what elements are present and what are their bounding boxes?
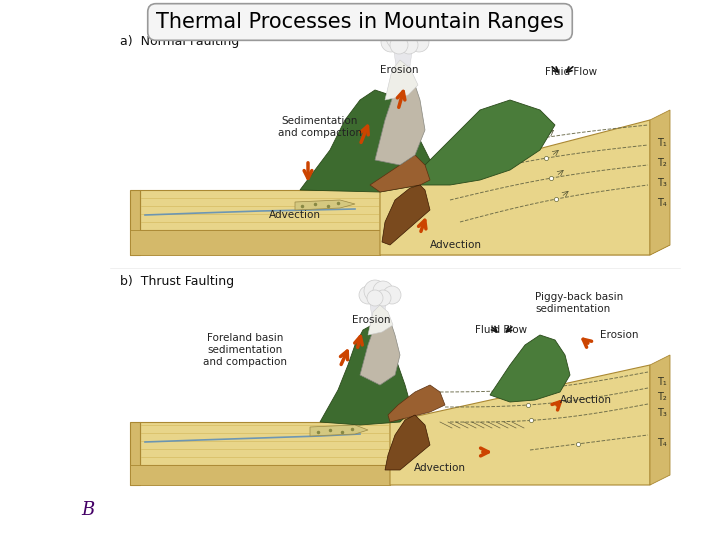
Text: Sedimentation
and compaction: Sedimentation and compaction xyxy=(278,116,362,138)
Circle shape xyxy=(359,286,377,304)
Text: T₄: T₄ xyxy=(657,199,667,208)
Text: T₃: T₃ xyxy=(657,178,667,187)
Polygon shape xyxy=(130,465,390,485)
Text: T₂: T₂ xyxy=(657,393,667,402)
Polygon shape xyxy=(385,60,418,100)
Circle shape xyxy=(381,32,401,52)
Text: T₃: T₃ xyxy=(657,408,667,418)
Circle shape xyxy=(375,290,391,306)
Polygon shape xyxy=(368,305,393,335)
Circle shape xyxy=(390,36,408,54)
Text: Piggy-back basin
sedimentation: Piggy-back basin sedimentation xyxy=(535,292,624,314)
Polygon shape xyxy=(130,422,140,485)
Text: Erosion: Erosion xyxy=(380,65,418,75)
Polygon shape xyxy=(130,230,380,255)
Text: a)  Normal Faulting: a) Normal Faulting xyxy=(120,35,239,48)
Polygon shape xyxy=(375,80,425,165)
Text: Advection: Advection xyxy=(414,463,466,473)
Circle shape xyxy=(397,25,421,49)
Polygon shape xyxy=(310,425,368,436)
Polygon shape xyxy=(140,190,380,230)
Text: Erosion: Erosion xyxy=(600,330,639,340)
Polygon shape xyxy=(382,185,430,245)
Polygon shape xyxy=(130,245,670,255)
Text: Advection: Advection xyxy=(269,210,321,220)
Text: T₁: T₁ xyxy=(657,377,667,387)
Polygon shape xyxy=(130,475,670,485)
Polygon shape xyxy=(360,315,400,385)
Circle shape xyxy=(409,32,429,52)
Polygon shape xyxy=(394,52,412,80)
Polygon shape xyxy=(140,422,390,465)
Circle shape xyxy=(373,281,393,301)
Polygon shape xyxy=(650,355,670,485)
Text: T₁: T₁ xyxy=(657,138,667,147)
Text: T₂: T₂ xyxy=(657,158,667,167)
Text: B: B xyxy=(81,501,94,519)
Polygon shape xyxy=(388,385,445,422)
Polygon shape xyxy=(370,155,430,192)
Polygon shape xyxy=(300,90,430,192)
Circle shape xyxy=(364,280,386,302)
Circle shape xyxy=(383,286,401,304)
Text: Fluid Flow: Fluid Flow xyxy=(545,67,597,77)
Polygon shape xyxy=(370,304,386,325)
Polygon shape xyxy=(380,120,650,255)
Circle shape xyxy=(400,36,418,54)
Text: Advection: Advection xyxy=(560,395,612,405)
Text: Foreland basin
sedimentation
and compaction: Foreland basin sedimentation and compact… xyxy=(203,333,287,367)
Text: Advection: Advection xyxy=(430,240,482,250)
Text: Erosion: Erosion xyxy=(352,315,390,325)
Circle shape xyxy=(386,24,412,50)
Text: b)  Thrust Faulting: b) Thrust Faulting xyxy=(120,275,234,288)
Text: Fluid Flow: Fluid Flow xyxy=(475,325,527,335)
Polygon shape xyxy=(295,200,355,210)
Polygon shape xyxy=(320,325,412,425)
Text: T₄: T₄ xyxy=(657,437,667,448)
Polygon shape xyxy=(490,335,570,402)
Text: Thermal Processes in Mountain Ranges: Thermal Processes in Mountain Ranges xyxy=(156,12,564,32)
Circle shape xyxy=(367,290,383,306)
Polygon shape xyxy=(130,190,140,255)
Polygon shape xyxy=(400,100,555,185)
Polygon shape xyxy=(390,365,650,485)
Polygon shape xyxy=(385,415,430,470)
Polygon shape xyxy=(650,110,670,255)
